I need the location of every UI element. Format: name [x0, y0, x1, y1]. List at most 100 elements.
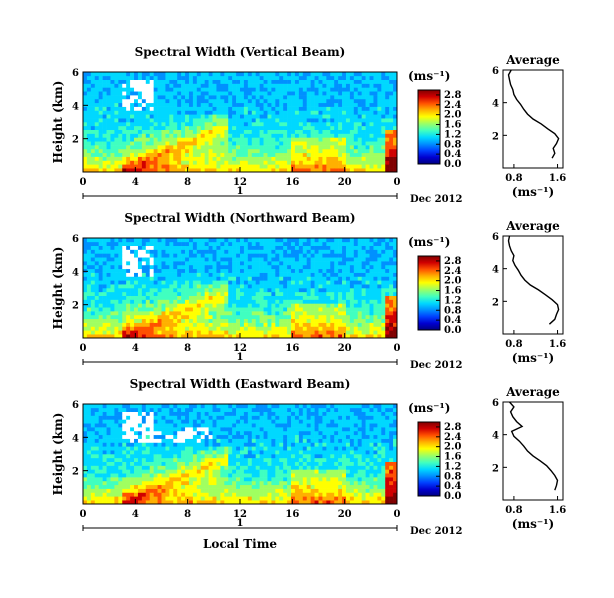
profile-line [507, 235, 560, 325]
colorbar-tick-label: 0.0 [444, 491, 461, 502]
profile-y-tick-label: 2 [492, 463, 499, 474]
profile-x-tick-label: 0.8 [505, 173, 522, 184]
x-tick-label: 0 [394, 509, 401, 520]
y-tick-label: 6 [72, 68, 79, 79]
colorbar-unit: (ms⁻¹) [408, 69, 450, 83]
colorbar-tick-label: 2.4 [444, 100, 461, 111]
profile-title: Average [505, 219, 560, 233]
colorbar-tick-label: 1.2 [444, 129, 461, 140]
y-tick-label: 6 [72, 234, 79, 245]
chart-title: Spectral Width (Northward Beam) [124, 211, 355, 225]
profile-x-label: (ms⁻¹) [512, 351, 554, 365]
colorbar-tick-label: 2.4 [444, 432, 461, 443]
colorbar-tick-label: 0.4 [444, 149, 461, 160]
x-tick-label: 12 [233, 343, 247, 354]
x-axis-label: Local Time [203, 537, 277, 551]
colorbar-tick-label: 2.0 [444, 442, 461, 453]
x-tick-label: 4 [132, 509, 139, 520]
profile-title: Average [505, 53, 560, 67]
colorbar-tick-label: 1.6 [444, 286, 461, 297]
profile-y-tick-label: 6 [492, 66, 499, 77]
profile-y-tick-label: 6 [492, 232, 499, 243]
x-tick-label: 0 [80, 343, 87, 354]
colorbar-tick-label: 0.4 [444, 481, 461, 492]
colorbar-tick-label: 1.6 [444, 452, 461, 463]
x-tick-label: 16 [285, 177, 299, 188]
profile-frame [502, 235, 564, 335]
colorbar-tick-label: 2.8 [444, 422, 461, 433]
x-tick-label: 0 [80, 177, 87, 188]
profile-x-tick-label: 1.6 [549, 173, 566, 184]
colorbar-tick-label: 0.0 [444, 325, 461, 336]
x-tick-label: 12 [233, 509, 247, 520]
profile-line [507, 69, 560, 159]
colorbar [417, 255, 441, 331]
x-tick-label: 0 [394, 177, 401, 188]
x-tick-label: 4 [132, 343, 139, 354]
colorbar-tick-label: 2.8 [444, 90, 461, 101]
colorbar-tick-label: 0.8 [444, 139, 461, 150]
chart-panel-1: Spectral Width (Vertical Beam) 2 4 6 Height … [51, 45, 566, 205]
x-tick-label: 0 [80, 509, 87, 520]
y-axis-label: Height (km) [51, 81, 65, 164]
colorbar-tick-label: 0.8 [444, 305, 461, 316]
colorbar-unit: (ms⁻¹) [408, 235, 450, 249]
profile-x-tick-label: 0.8 [505, 505, 522, 516]
profile-frame [502, 69, 564, 169]
y-tick-label: 4 [72, 433, 79, 444]
chart-panel-2: Spectral Width (Northward Beam) 2 4 6 Height… [51, 211, 566, 371]
colorbar-tick-label: 2.0 [444, 110, 461, 121]
y-tick-label: 4 [72, 101, 79, 112]
profile-x-tick-label: 1.6 [549, 339, 566, 350]
chart-title: Spectral Width (Eastward Beam) [130, 377, 351, 391]
colorbar-unit: (ms⁻¹) [408, 401, 450, 415]
profile-y-tick-label: 2 [492, 297, 499, 308]
profile-x-tick-label: 0.8 [505, 339, 522, 350]
y-axis-label: Height (km) [51, 247, 65, 330]
x-tick-label: 8 [184, 509, 191, 520]
colorbar-tick-label: 2.0 [444, 276, 461, 287]
y-axis-label: Height (km) [51, 413, 65, 496]
profile-y-tick-label: 4 [492, 99, 499, 110]
x-tick-label: 12 [233, 177, 247, 188]
heatmap-field [83, 404, 398, 505]
colorbar [417, 421, 441, 497]
day-marker: 1 [237, 186, 244, 197]
profile-title: Average [505, 385, 560, 399]
x-tick-label: 0 [394, 343, 401, 354]
y-tick-label: 6 [72, 400, 79, 411]
x-tick-label: 8 [184, 343, 191, 354]
x-tick-label: 16 [285, 509, 299, 520]
colorbar-tick-label: 2.8 [444, 256, 461, 267]
day-marker: 1 [237, 518, 244, 529]
colorbar-tick-label: 1.6 [444, 120, 461, 131]
colorbar-tick-label: 2.4 [444, 266, 461, 277]
colorbar [417, 89, 441, 165]
y-tick-label: 2 [72, 135, 79, 146]
day-marker: 1 [237, 352, 244, 363]
date-label: Dec 2012 [410, 194, 462, 205]
y-tick-label: 2 [72, 301, 79, 312]
x-tick-label: 20 [338, 343, 352, 354]
date-label: Dec 2012 [410, 360, 462, 371]
x-tick-label: 20 [338, 177, 352, 188]
profile-y-tick-label: 2 [492, 131, 499, 142]
profile-y-tick-label: 6 [492, 398, 499, 409]
chart-panel-3: Spectral Width (Eastward Beam) 2 4 6 Height … [51, 377, 566, 537]
profile-y-tick-label: 4 [492, 431, 499, 442]
profile-frame [502, 401, 564, 501]
y-tick-label: 2 [72, 467, 79, 478]
profile-line [508, 401, 559, 491]
colorbar-tick-label: 0.4 [444, 315, 461, 326]
colorbar-tick-label: 1.2 [444, 461, 461, 472]
profile-x-label: (ms⁻¹) [512, 517, 554, 531]
heatmap-field [83, 72, 398, 173]
colorbar-tick-label: 1.2 [444, 295, 461, 306]
x-tick-label: 4 [132, 177, 139, 188]
date-label: Dec 2012 [410, 526, 462, 537]
x-tick-label: 8 [184, 177, 191, 188]
profile-x-label: (ms⁻¹) [512, 185, 554, 199]
x-tick-label: 20 [338, 509, 352, 520]
chart-title: Spectral Width (Vertical Beam) [135, 45, 346, 59]
